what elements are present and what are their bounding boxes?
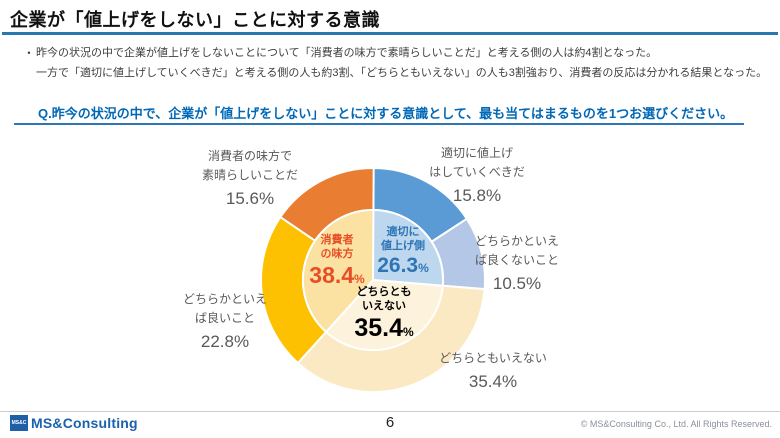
outer-label-consumer-ally: 消費者の味方で 素晴らしいことだ 15.6% (170, 147, 330, 210)
inner-label-neither: どちらとも いえない 35.4% (324, 285, 444, 341)
inner-consumer-unit: % (354, 272, 365, 286)
company-logo-icon: MS&C (10, 415, 28, 431)
bullet-icon: • (27, 48, 31, 58)
summary-line-2: 一方で「適切に値上げしていくべきだ」と考える側の人も約3割、「どちらともいえない… (36, 67, 768, 79)
page-number: 6 (385, 414, 395, 431)
outer-label-consumer-ally-value: 15.6% (225, 189, 275, 208)
inner-ring-segment-2 (302, 208, 375, 333)
outer-label-should-raise: 適切に値上げ はしていくべきだ 15.8% (397, 144, 557, 207)
donut-chart-area: 消費者の味方で 素晴らしいことだ 15.6% 適切に値上げ はしていくべきだ 1… (0, 135, 780, 410)
donut-chart (260, 166, 486, 393)
outer-label-rather-good-value: 22.8% (200, 332, 250, 351)
outer-label-consumer-ally-text: 消費者の味方で 素晴らしいことだ (201, 149, 298, 182)
inner-neither-number: 35.4 (354, 314, 403, 342)
inner-raise-side-unit: % (418, 261, 429, 275)
outer-label-neither: どちらともいえない 35.4% (403, 349, 583, 393)
inner-neither-unit: % (403, 325, 414, 339)
inner-ring-segment-1 (325, 279, 444, 351)
footer-divider (0, 411, 780, 412)
outer-label-should-raise-text: 適切に値上げ はしていくべきだ (429, 146, 525, 179)
outer-label-rather-bad: どちらかといえ ば良くないこと 10.5% (437, 232, 597, 295)
outer-label-rather-good: どちらかといえ ば良いこと 22.8% (145, 290, 305, 353)
summary-block: • 昨今の状況の中で企業が値上げをしないことについて「消費者の味方で素晴らしいこ… (22, 43, 768, 83)
inner-label-raise-side-value: 26.3% (343, 254, 463, 277)
inner-label-neither-text: どちらとも いえない (356, 286, 412, 312)
inner-label-consumer-side-text: 消費者 の味方 (320, 234, 354, 260)
inner-label-consumer-side: 消費者 の味方 38.4% (277, 233, 397, 287)
outer-label-neither-value: 35.4% (468, 372, 518, 391)
copyright-text: © MS&Consulting Co., Ltd. All Rights Res… (580, 419, 772, 429)
outer-label-rather-good-text: どちらかといえ ば良いこと (182, 292, 267, 325)
inner-raise-side-number: 26.3 (377, 254, 419, 277)
outer-label-rather-bad-text: どちらかといえ ば良くないこと (474, 234, 559, 267)
inner-consumer-number: 38.4 (309, 262, 355, 288)
question-rule (14, 123, 744, 125)
company-logo: MS&C MS&Consulting (10, 415, 138, 431)
title-rule (2, 32, 778, 35)
inner-label-raise-side: 適切に 値上げ側 26.3% (343, 225, 463, 277)
inner-ring-segment-0 (372, 209, 444, 287)
summary-line-1: 昨今の状況の中で企業が値上げをしないことについて「消費者の味方で素晴らしいことだ… (36, 47, 658, 59)
inner-label-raise-side-text: 適切に 値上げ側 (381, 226, 425, 252)
company-logo-text: MS&Consulting (31, 415, 138, 431)
inner-label-neither-value: 35.4% (324, 315, 444, 341)
inner-label-consumer-side-value: 38.4% (277, 263, 397, 287)
page-title: 企業が「値上げをしない」ことに対する意識 (10, 10, 380, 30)
question-text: Q.昨今の状況の中で、企業が「値上げをしない」ことに対する意識として、最も当ては… (38, 106, 734, 121)
outer-label-rather-bad-value: 10.5% (492, 274, 542, 293)
outer-label-should-raise-value: 15.8% (452, 186, 502, 205)
outer-label-neither-text: どちらともいえない (439, 351, 547, 365)
